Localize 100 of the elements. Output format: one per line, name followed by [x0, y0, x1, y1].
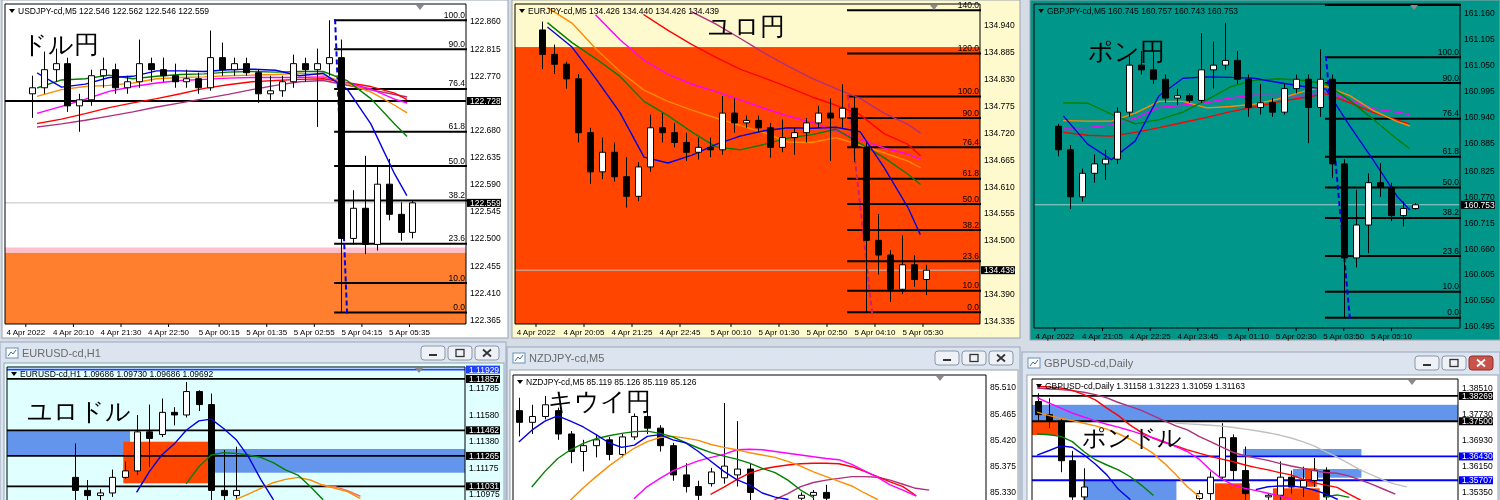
- series-label: 61.8: [1442, 146, 1460, 157]
- y-tick-label: 122.500: [470, 233, 501, 244]
- candlestick: [568, 430, 575, 464]
- line-series: [1063, 78, 1411, 150]
- candlestick: [1269, 97, 1276, 118]
- candlestick: [1079, 168, 1086, 202]
- candlestick: [1281, 83, 1288, 116]
- series-label: 38.2: [1442, 207, 1460, 218]
- candlestick: [647, 114, 654, 173]
- y-tick-label: 160.495: [1464, 321, 1495, 332]
- candlestick: [1412, 202, 1419, 210]
- y-tick-label: 134.390: [984, 289, 1015, 300]
- series-label: 76.4: [448, 78, 466, 89]
- y-tick-label: 134.335: [984, 316, 1015, 327]
- y-tick-label: 1.11175: [469, 462, 499, 473]
- series-label: 0.0: [1447, 307, 1460, 318]
- candlestick: [619, 433, 626, 458]
- y-tick-label: 1.37730: [1462, 408, 1493, 419]
- series-label: 100.0: [443, 9, 466, 20]
- candlestick: [823, 484, 830, 500]
- chart-subtitle: NZDJPY-cd,M5 85.119 85.126 85.119 85.126: [526, 377, 697, 387]
- series-label: 10.0: [1442, 281, 1460, 292]
- annotation: ユロドル: [27, 397, 131, 426]
- candlestick: [160, 57, 167, 83]
- candlestick: [593, 433, 600, 458]
- y-tick-label: 160.885: [1464, 137, 1495, 148]
- series-label: 61.8: [962, 168, 980, 179]
- x-tick-label: 5 Apr 01:30: [758, 328, 801, 337]
- x-tick-label: 5 Apr 01:10: [1228, 332, 1270, 341]
- line-series: [595, 14, 921, 160]
- y-tick-label: 134.439: [984, 265, 1015, 276]
- y-tick-label: 161.105: [1464, 34, 1495, 45]
- line-series: [1036, 384, 1361, 500]
- x-tick-label: 4 Apr 22:50: [148, 328, 190, 337]
- series-label: 100.0: [957, 85, 980, 96]
- candlestick: [122, 461, 129, 480]
- candlestick: [136, 39, 143, 89]
- y-tick-label: 160.550: [1464, 295, 1495, 306]
- line-series: [518, 415, 789, 500]
- y-tick-label: 1.11462: [469, 425, 500, 436]
- candlestick: [231, 57, 238, 77]
- series-label: 90.0: [448, 38, 466, 49]
- y-tick-label: 1.35707: [1462, 475, 1493, 486]
- candlestick: [631, 413, 638, 441]
- x-tick-label: 4 Apr 20:10: [52, 328, 95, 337]
- chart-title: GBPUSD-cd,Daily: [1044, 357, 1134, 369]
- x-tick-label: 4 Apr 21:05: [1082, 332, 1124, 341]
- series-label: 61.8: [448, 121, 466, 132]
- candlestick: [611, 141, 618, 183]
- candlestick: [1242, 446, 1249, 500]
- x-tick-label: 4 Apr 2022: [1035, 332, 1075, 341]
- candlestick: [1102, 149, 1109, 181]
- y-tick-label: 134.885: [984, 46, 1015, 57]
- y-tick-label: 1.11265: [469, 450, 500, 461]
- candlestick: [623, 156, 630, 209]
- y-tick-label: 1.36930: [1462, 434, 1493, 445]
- candlestick: [290, 54, 297, 89]
- candlestick: [195, 72, 202, 95]
- y-tick-label: 134.720: [984, 127, 1015, 138]
- candlestick: [219, 42, 226, 77]
- candlestick: [695, 480, 702, 500]
- x-tick-label: 5 Apr 00:15: [198, 328, 241, 337]
- series-label: 90.0: [962, 107, 980, 118]
- candlestick: [516, 397, 523, 437]
- y-tick-label: 85.375: [990, 461, 1017, 472]
- candlestick: [708, 467, 715, 488]
- annotation: ドル円: [22, 30, 99, 59]
- series-label: 76.4: [1442, 108, 1460, 119]
- candlestick: [734, 420, 741, 488]
- x-tick-label: 4 Apr 2022: [6, 328, 46, 337]
- candlestick: [575, 73, 582, 143]
- candlestick: [755, 115, 762, 134]
- y-tick-label: 160.660: [1464, 243, 1495, 254]
- y-tick-label: 1.11785: [469, 383, 500, 394]
- x-tick-label: 5 Apr 01:35: [246, 328, 288, 337]
- series-label: 10.0: [962, 280, 980, 291]
- candlestick: [551, 44, 558, 75]
- series-label: 50.0: [448, 155, 466, 166]
- candlestick: [707, 137, 714, 158]
- y-tick-label: 134.830: [984, 73, 1015, 84]
- candlestick: [743, 115, 750, 129]
- x-tick-label: 5 Apr 05:35: [389, 328, 431, 337]
- candlestick: [659, 112, 666, 143]
- y-tick-label: 161.160: [1464, 8, 1495, 19]
- annotation: ポン円: [1088, 37, 1165, 66]
- y-tick-label: 160.995: [1464, 86, 1495, 96]
- y-tick-label: 122.590: [470, 179, 501, 190]
- series-label: 0.0: [967, 301, 980, 312]
- candlestick: [1114, 106, 1121, 165]
- candlestick: [580, 439, 587, 472]
- candlestick: [1174, 88, 1181, 106]
- y-tick-label: 122.545: [470, 206, 501, 217]
- candlestick: [827, 97, 834, 162]
- y-tick-label: 122.410: [470, 287, 501, 298]
- candlestick: [1234, 50, 1241, 85]
- series-label: 50.0: [962, 193, 980, 204]
- y-tick-label: 1.36430: [1462, 451, 1493, 462]
- y-tick-label: 160.753: [1464, 199, 1495, 210]
- candlestick: [606, 436, 613, 461]
- candlestick: [731, 97, 738, 134]
